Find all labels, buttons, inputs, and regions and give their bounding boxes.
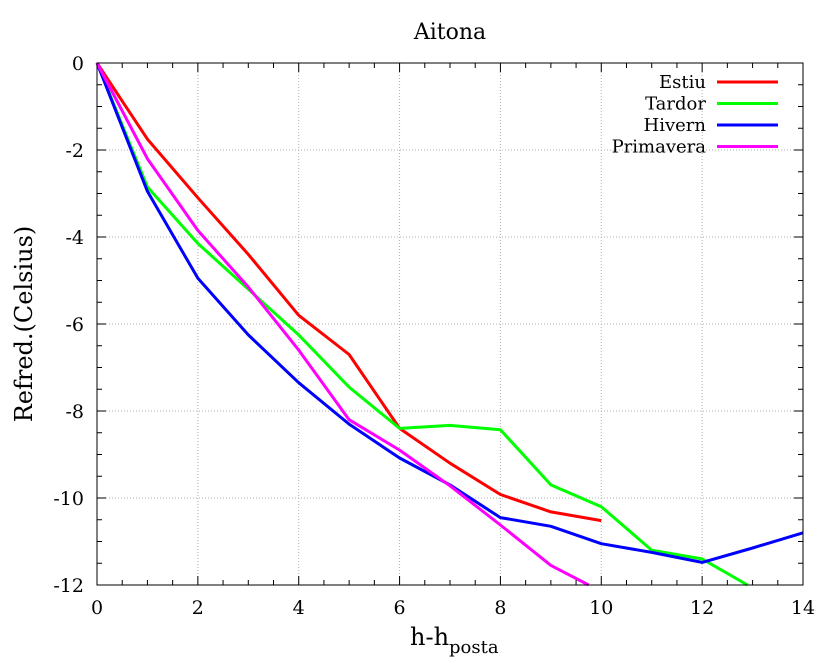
axis-ticks: 0 2 4 6 8 10 12 14 0 -2 -4 -6 -8 -10 -12 [53, 53, 815, 619]
y-axis-label: Refred.(Celsius) [10, 226, 38, 423]
x-tick-label: 10 [589, 597, 613, 619]
x-tick-label: 12 [690, 597, 714, 619]
y-tick-label: -12 [53, 575, 84, 597]
x-axis-label-subscript: posta [449, 637, 499, 658]
series-lines [95, 62, 804, 587]
legend-label-primavera: Primavera [612, 137, 707, 158]
legend-label-hivern: Hivern [644, 115, 707, 136]
x-tick-label: 14 [791, 597, 815, 619]
y-tick-label: 0 [72, 53, 84, 75]
x-tick-label: 4 [293, 597, 305, 619]
series-line-estiu [95, 62, 602, 523]
legend-label-tardor: Tardor [645, 94, 706, 115]
x-tick-label: 6 [394, 597, 406, 619]
series-line-primavera [95, 62, 590, 587]
chart-title: Aitona [413, 20, 486, 45]
y-tick-label: -4 [65, 227, 84, 249]
x-tick-label: 0 [91, 597, 103, 619]
x-axis-label: h-hposta [410, 623, 499, 658]
y-tick-label: -8 [65, 401, 84, 423]
y-tick-label: -10 [53, 488, 84, 510]
x-tick-label: 8 [494, 597, 506, 619]
x-tick-label: 2 [192, 597, 204, 619]
series-line-tardor [95, 62, 749, 587]
y-tick-label: -2 [65, 140, 84, 162]
y-tick-label: -6 [65, 314, 84, 336]
legend-label-estiu: Estiu [659, 72, 706, 93]
grid [97, 63, 803, 585]
x-axis-label-main: h-h [410, 623, 449, 651]
